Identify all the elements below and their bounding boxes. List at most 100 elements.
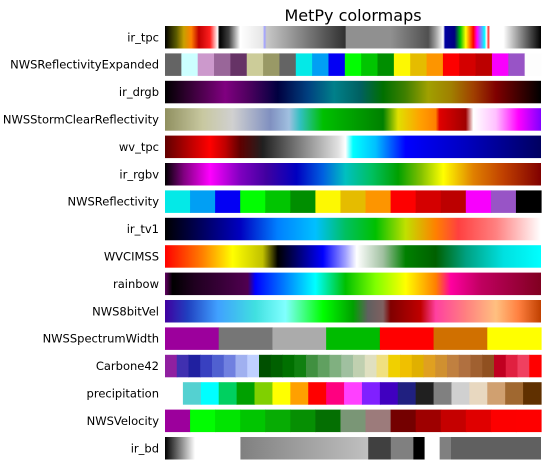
color-swatch (326, 327, 381, 350)
colormap-strip (165, 135, 541, 159)
color-swatch (415, 409, 442, 433)
color-swatch (365, 190, 392, 213)
colormap-row-ir_drgb: ir_drgb (119, 80, 541, 104)
color-swatch (475, 53, 493, 76)
color-swatch (272, 382, 291, 405)
color-swatch (505, 354, 519, 378)
colormap-row-ir_bd: ir_bd (131, 437, 541, 460)
color-swatch (376, 354, 389, 378)
color-swatch (365, 409, 392, 433)
colormap-strip (165, 217, 541, 241)
colormap-strip (165, 300, 541, 323)
colormap-label: wv_tpc (119, 140, 159, 154)
color-swatch (290, 409, 316, 433)
color-swatch (458, 354, 472, 378)
colormap-strip (165, 108, 541, 131)
color-swatch (290, 382, 309, 405)
color-swatch (294, 354, 307, 378)
color-swatch (388, 354, 401, 378)
color-swatch (259, 354, 272, 378)
color-swatch (482, 354, 495, 378)
color-swatch (411, 354, 425, 378)
color-swatch (282, 354, 295, 378)
color-swatch (379, 382, 399, 405)
color-swatch (272, 327, 327, 350)
color-swatch (361, 53, 379, 76)
color-swatch (508, 53, 526, 76)
color-swatch (353, 354, 366, 378)
colormap-strip (165, 272, 541, 296)
color-swatch (188, 354, 201, 378)
color-swatch (377, 53, 395, 76)
colormap-row-rainbow: rainbow (113, 272, 541, 296)
color-swatch (326, 382, 345, 405)
color-swatch (529, 354, 542, 378)
color-swatch (344, 53, 362, 76)
color-swatch (215, 190, 241, 213)
colormap-row-Carbone42: Carbone42 (96, 354, 542, 378)
color-swatch (465, 190, 492, 213)
colormap-row-precipitation: precipitation (87, 382, 542, 405)
colormap-row-NWSVelocity: NWSVelocity (87, 409, 542, 433)
color-swatch (397, 382, 417, 405)
color-swatch (426, 53, 444, 76)
color-swatch (423, 354, 436, 378)
color-swatch (393, 53, 411, 76)
colormap-label: NWSReflectivityExpanded (10, 58, 159, 72)
color-swatch (218, 327, 274, 350)
color-swatch (254, 382, 274, 405)
color-swatch (390, 190, 417, 213)
color-swatch (315, 409, 342, 433)
color-swatch (490, 190, 517, 213)
color-swatch (465, 409, 492, 433)
colormap-label: NWSVelocity (87, 414, 160, 428)
color-swatch (165, 190, 191, 213)
color-swatch (263, 53, 281, 76)
colormap-strip (165, 80, 541, 104)
chart-title: MetPy colormaps (284, 6, 421, 25)
colormap-label: NWS8bitVel (92, 304, 159, 318)
colormap-label: ir_tpc (127, 30, 159, 44)
color-swatch (361, 382, 381, 405)
color-swatch (415, 190, 442, 213)
color-swatch (487, 327, 542, 350)
color-swatch (214, 53, 231, 76)
color-swatch (410, 53, 428, 76)
colormap-label: WVCIMSS (104, 249, 159, 263)
color-swatch (341, 354, 354, 378)
color-swatch (469, 382, 488, 405)
color-swatch (344, 382, 363, 405)
color-swatch (240, 190, 266, 213)
colormap-row-NWSReflectivity: NWSReflectivity (68, 190, 542, 213)
color-swatch (165, 354, 178, 378)
colormap-label: ir_tv1 (127, 222, 159, 236)
color-swatch (433, 382, 453, 405)
colormap-strip (165, 163, 541, 186)
color-swatch (451, 382, 470, 405)
colormap-label: rainbow (113, 277, 159, 291)
colormap-row-ir_tpc: ir_tpc (127, 26, 541, 49)
color-swatch (182, 382, 202, 405)
color-swatch (190, 409, 216, 433)
color-swatch (190, 190, 216, 213)
color-swatch (329, 354, 342, 378)
color-swatch (515, 409, 542, 433)
color-swatch (517, 354, 530, 378)
colormap-row-WVCIMSS: WVCIMSS (104, 245, 541, 268)
color-swatch (447, 354, 460, 378)
colormap-strip (165, 26, 541, 49)
colormap-label: Carbone42 (96, 359, 159, 373)
color-swatch (315, 190, 342, 213)
color-swatch (181, 53, 199, 76)
color-swatch (279, 53, 297, 76)
colormap-label: NWSReflectivity (68, 195, 160, 209)
colormap-strip (165, 437, 541, 460)
color-swatch (400, 354, 413, 378)
color-swatch (218, 382, 238, 405)
colormap-label: ir_drgb (119, 85, 159, 99)
color-swatch (200, 354, 213, 378)
color-swatch (223, 354, 237, 378)
color-swatch (433, 327, 488, 350)
colormap-row-wv_tpc: wv_tpc (119, 135, 541, 159)
